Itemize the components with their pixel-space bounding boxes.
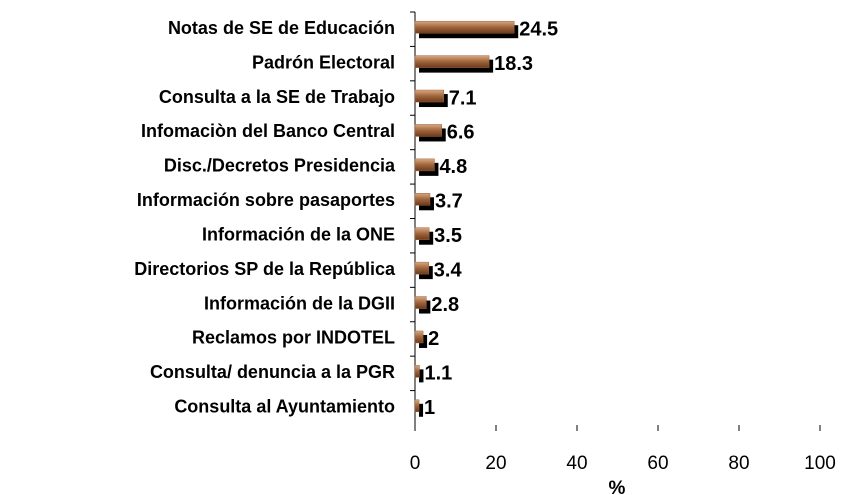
x-tick-label: 60 xyxy=(647,453,668,474)
y-tick-label: Consulta a la SE de Trabajo xyxy=(159,87,395,107)
bar xyxy=(414,124,442,137)
value-label: 18.3 xyxy=(494,53,533,75)
value-label: 1 xyxy=(424,397,435,419)
value-label: 3.5 xyxy=(434,225,462,247)
y-tick-label: Consulta al Ayuntamiento xyxy=(174,397,395,417)
bar xyxy=(414,55,490,68)
x-tick-label: 80 xyxy=(728,453,749,474)
y-tick-label: Directorios SP de la República xyxy=(134,259,396,279)
y-tick-label: Información sobre pasaportes xyxy=(137,190,395,210)
bar xyxy=(414,193,431,206)
value-label: 3.7 xyxy=(435,191,463,213)
y-tick-label: Padrón Electoral xyxy=(252,52,395,72)
bar xyxy=(414,399,420,413)
bar xyxy=(414,20,515,34)
y-tick-label: Información de la ONE xyxy=(202,224,395,244)
value-label: 6.6 xyxy=(447,122,475,144)
bar xyxy=(414,330,424,344)
value-label: 4.8 xyxy=(439,156,467,178)
bar-shadow xyxy=(419,369,424,383)
value-label: 2 xyxy=(428,328,439,350)
value-label: 1.1 xyxy=(424,363,452,385)
bar xyxy=(414,261,430,275)
bar xyxy=(414,296,427,309)
bar-shadow xyxy=(419,403,424,417)
bar xyxy=(414,365,420,378)
y-tick-label: Información de la DGII xyxy=(204,293,395,313)
x-axis-label: % xyxy=(609,478,626,495)
x-tick-label: 40 xyxy=(566,453,587,474)
x-tick-label: 100 xyxy=(804,453,836,474)
bar xyxy=(414,89,445,103)
x-tick-label: 20 xyxy=(485,453,506,474)
value-label: 3.4 xyxy=(434,259,463,281)
y-tick-label: Notas de SE de Educación xyxy=(168,18,395,38)
value-label: 7.1 xyxy=(449,87,477,109)
y-tick-label: Consulta/ denuncia a la PGR xyxy=(150,362,395,382)
y-tick-label: Infomaciòn del Banco Central xyxy=(141,121,395,141)
y-tick-label: Disc./Decretos Presidencia xyxy=(164,156,396,176)
value-label: 2.8 xyxy=(431,294,459,316)
bar xyxy=(414,158,435,172)
y-tick-label: Reclamos por INDOTEL xyxy=(192,328,395,348)
x-tick-label: 0 xyxy=(410,453,421,474)
bar xyxy=(414,227,430,240)
value-label: 24.5 xyxy=(519,18,558,40)
